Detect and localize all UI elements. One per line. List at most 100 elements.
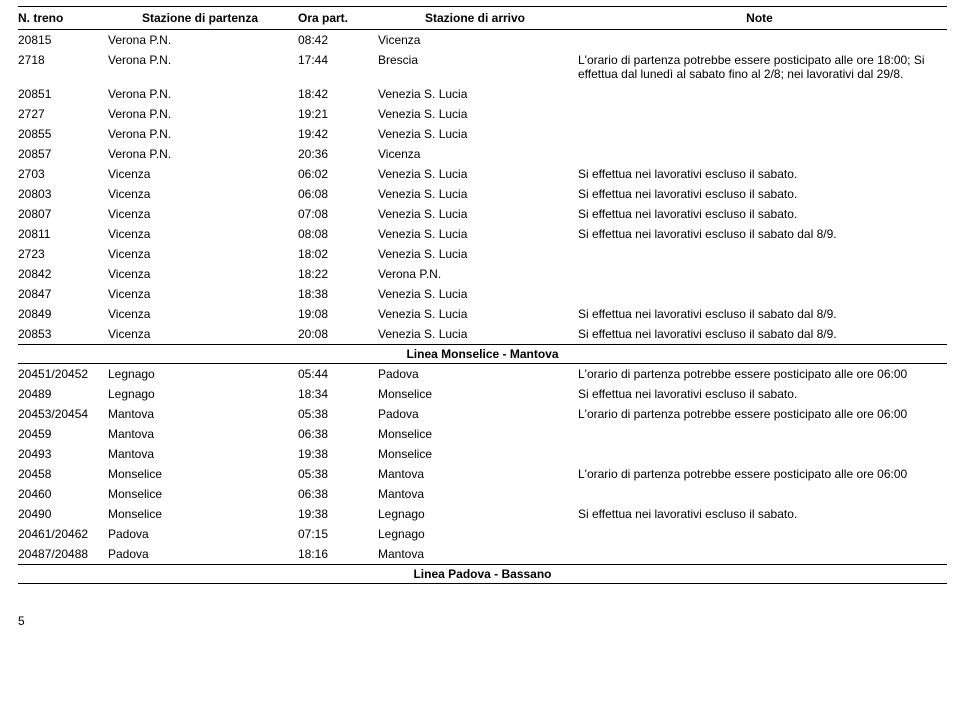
note-cell [578,264,947,284]
arr-station-cell: Padova [378,364,578,385]
dep-time-cell: 06:38 [298,484,378,504]
train-number-cell: 20857 [18,144,108,164]
dep-time-cell: 07:15 [298,524,378,544]
train-number-cell: 20811 [18,224,108,244]
dep-station-cell: Vicenza [108,184,298,204]
dep-time-cell: 18:22 [298,264,378,284]
table-row: 20459Mantova06:38Monselice [18,424,947,444]
arr-station-cell: Brescia [378,50,578,84]
arr-station-cell: Legnago [378,504,578,524]
arr-station-cell: Venezia S. Lucia [378,324,578,345]
train-number-cell: 20451/20452 [18,364,108,385]
note-cell: Si effettua nei lavorativi escluso il sa… [578,324,947,345]
arr-station-cell: Venezia S. Lucia [378,124,578,144]
train-number-cell: 20461/20462 [18,524,108,544]
dep-time-cell: 05:44 [298,364,378,385]
dep-station-cell: Mantova [108,444,298,464]
note-cell [578,30,947,51]
table-row: 2718Verona P.N.17:44BresciaL'orario di p… [18,50,947,84]
arr-station-cell: Venezia S. Lucia [378,184,578,204]
table-row: 2723Vicenza18:02Venezia S. Lucia [18,244,947,264]
note-cell: L'orario di partenza potrebbe essere pos… [578,50,947,84]
note-cell [578,124,947,144]
dep-station-cell: Verona P.N. [108,30,298,51]
note-cell [578,244,947,264]
dep-time-cell: 06:02 [298,164,378,184]
dep-station-cell: Vicenza [108,164,298,184]
note-cell [578,104,947,124]
table-row: 20490Monselice19:38LegnagoSi effettua ne… [18,504,947,524]
train-number-cell: 2718 [18,50,108,84]
train-number-cell: 20490 [18,504,108,524]
arr-station-cell: Verona P.N. [378,264,578,284]
arr-station-cell: Monselice [378,444,578,464]
col-train: N. treno [18,7,108,30]
section-title: Linea Padova - Bassano [18,565,947,584]
train-number-cell: 20460 [18,484,108,504]
table-row: 2703Vicenza06:02Venezia S. LuciaSi effet… [18,164,947,184]
dep-station-cell: Legnago [108,364,298,385]
dep-station-cell: Vicenza [108,324,298,345]
dep-station-cell: Vicenza [108,304,298,324]
table-row: 20453/20454Mantova05:38PadovaL'orario di… [18,404,947,424]
dep-time-cell: 08:42 [298,30,378,51]
arr-station-cell: Monselice [378,384,578,404]
schedule-table: N. treno Stazione di partenza Ora part. … [18,6,947,584]
arr-station-cell: Padova [378,404,578,424]
arr-station-cell: Venezia S. Lucia [378,84,578,104]
train-number-cell: 20807 [18,204,108,224]
table-row: 20460Monselice06:38Mantova [18,484,947,504]
schedule-body: 20815Verona P.N.08:42Vicenza2718Verona P… [18,30,947,584]
table-row: 20461/20462Padova07:15Legnago [18,524,947,544]
note-cell [578,144,947,164]
dep-station-cell: Mantova [108,424,298,444]
table-row: 20458Monselice05:38MantovaL'orario di pa… [18,464,947,484]
arr-station-cell: Mantova [378,464,578,484]
train-number-cell: 20803 [18,184,108,204]
train-number-cell: 20842 [18,264,108,284]
dep-station-cell: Verona P.N. [108,124,298,144]
train-number-cell: 2727 [18,104,108,124]
dep-station-cell: Vicenza [108,284,298,304]
table-row: 20451/20452Legnago05:44PadovaL'orario di… [18,364,947,385]
train-number-cell: 20453/20454 [18,404,108,424]
col-note: Note [578,7,947,30]
col-arr-station: Stazione di arrivo [378,7,578,30]
dep-time-cell: 08:08 [298,224,378,244]
col-dep-station: Stazione di partenza [108,7,298,30]
dep-station-cell: Vicenza [108,264,298,284]
arr-station-cell: Mantova [378,544,578,565]
table-row: 20847Vicenza18:38Venezia S. Lucia [18,284,947,304]
table-row: 20851Verona P.N.18:42Venezia S. Lucia [18,84,947,104]
table-row: 20493Mantova19:38Monselice [18,444,947,464]
train-number-cell: 20487/20488 [18,544,108,565]
section-title-row: Linea Monselice - Mantova [18,345,947,364]
dep-time-cell: 20:08 [298,324,378,345]
note-cell [578,524,947,544]
table-row: 20857Verona P.N.20:36Vicenza [18,144,947,164]
page: N. treno Stazione di partenza Ora part. … [0,0,959,646]
train-number-cell: 20458 [18,464,108,484]
train-number-cell: 20493 [18,444,108,464]
dep-time-cell: 18:42 [298,84,378,104]
dep-time-cell: 07:08 [298,204,378,224]
dep-time-cell: 18:34 [298,384,378,404]
table-row: 20487/20488Padova18:16Mantova [18,544,947,565]
arr-station-cell: Legnago [378,524,578,544]
dep-station-cell: Padova [108,544,298,565]
note-cell: Si effettua nei lavorativi escluso il sa… [578,224,947,244]
train-number-cell: 2703 [18,164,108,184]
train-number-cell: 20855 [18,124,108,144]
dep-station-cell: Vicenza [108,204,298,224]
col-dep-time: Ora part. [298,7,378,30]
note-cell [578,444,947,464]
arr-station-cell: Venezia S. Lucia [378,224,578,244]
dep-station-cell: Legnago [108,384,298,404]
train-number-cell: 20849 [18,304,108,324]
note-cell [578,544,947,565]
table-row: 20815Verona P.N.08:42Vicenza [18,30,947,51]
dep-time-cell: 17:44 [298,50,378,84]
dep-station-cell: Verona P.N. [108,104,298,124]
note-cell [578,84,947,104]
table-row: 20842Vicenza18:22Verona P.N. [18,264,947,284]
